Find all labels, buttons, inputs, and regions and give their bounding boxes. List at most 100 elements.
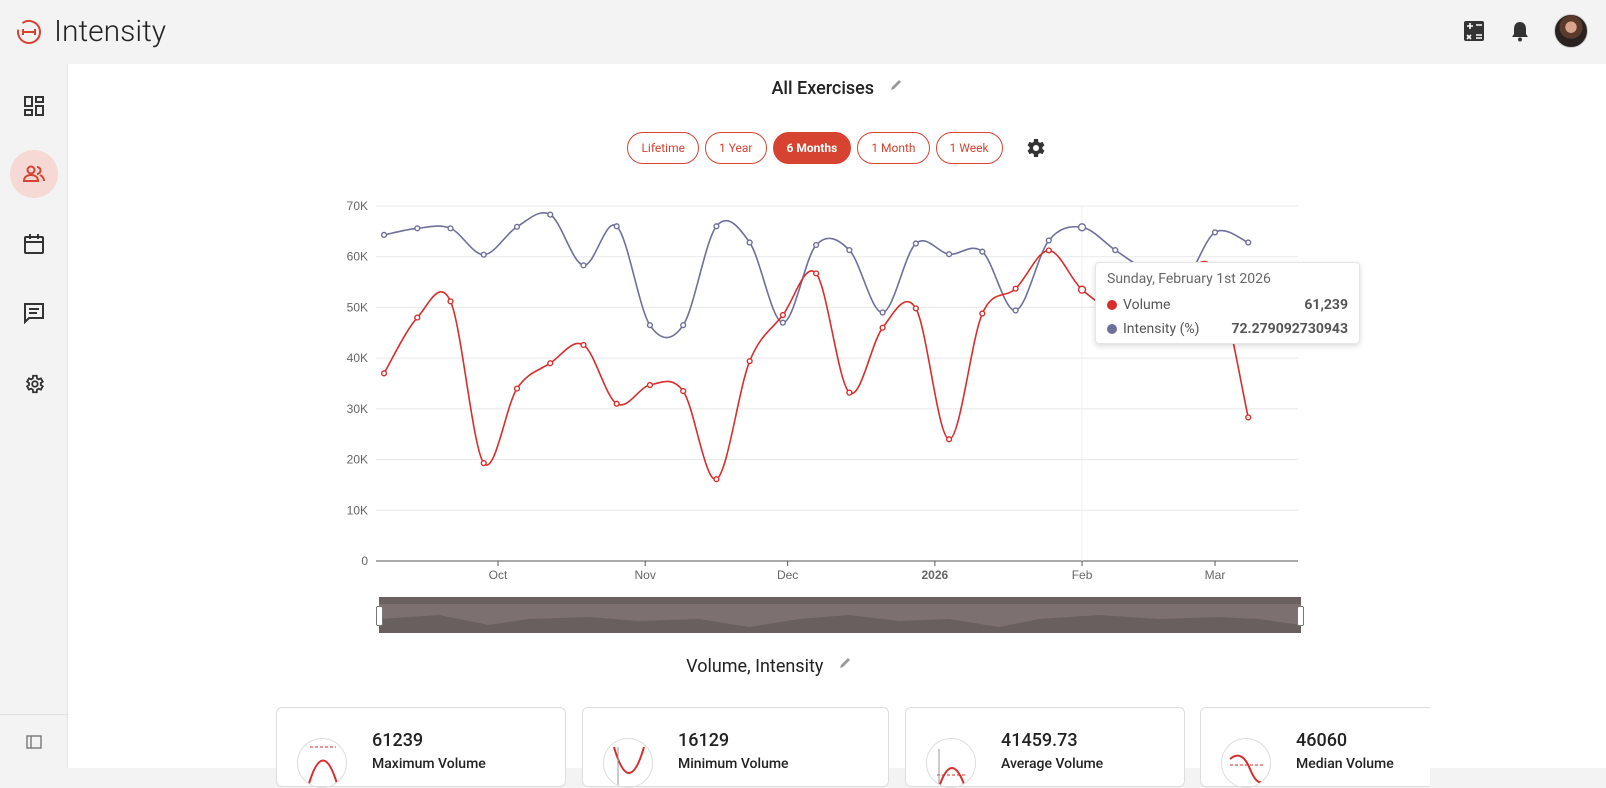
volume-point [414,314,421,321]
sidebar [0,64,68,768]
stat-card-avg-volume[interactable]: 41459.73 Average Volume [905,707,1185,788]
edit-series-icon[interactable] [838,656,852,670]
volume-point [1012,285,1019,292]
y-tick-label: 70K [347,199,368,213]
range-lifetime-button[interactable]: Lifetime [627,132,699,164]
intensity-point [513,223,521,230]
volume-point [380,370,388,377]
range-selector: Lifetime 1 Year 6 Months 1 Month 1 Week [68,132,1606,164]
x-tick-label: Feb [1072,568,1093,582]
dashboard-icon[interactable] [10,82,58,130]
stat-value: 46060 [1296,730,1348,751]
tooltip-series-name: Intensity (%) [1123,321,1200,337]
min-curve-icon [603,738,653,788]
intensity-point [580,262,587,269]
range-6-months-button[interactable]: 6 Months [772,132,852,164]
series-title: Volume, Intensity [686,656,824,677]
volume-point [480,460,487,467]
tooltip-series-value: 72.279092730943 [1231,321,1348,337]
intensity-point [979,248,986,255]
tooltip-series-value: 61,239 [1304,297,1348,313]
intensity-point [912,240,919,247]
collapse-sidebar-button[interactable] [0,714,68,768]
stat-card-median-volume[interactable]: 46060 Median Volume [1200,707,1430,788]
volume-point [879,324,886,331]
volume-point [1045,247,1052,254]
navigator-right-handle[interactable] [1297,606,1304,626]
max-curve-icon [297,738,347,788]
stat-label: Maximum Volume [372,756,486,772]
intensity-point [1245,239,1252,246]
intensity-point [713,223,720,230]
y-tick-label: 60K [347,250,368,264]
edit-title-icon[interactable] [889,78,903,92]
stat-card-min-volume[interactable]: 16129 Minimum Volume [582,707,889,788]
stat-value: 41459.73 [1001,730,1078,751]
y-tick-label: 40K [347,351,368,365]
y-tick-label: 10K [347,503,368,517]
top-bar: Intensity [0,0,1606,64]
bell-icon[interactable] [1508,19,1532,43]
volume-point [813,270,820,277]
y-tick-label: 0 [361,554,368,568]
intensity-point [646,322,654,329]
volume-point [846,389,853,396]
chart-settings-icon[interactable] [1023,136,1047,160]
intensity-point [414,225,421,232]
median-curve-icon [1221,738,1271,788]
messages-icon[interactable] [10,289,58,337]
stat-value: 16129 [678,730,730,751]
volume-legend-dot [1107,300,1117,310]
stat-card-max-volume[interactable]: 61239 Maximum Volume [276,707,566,788]
range-1-week-button[interactable]: 1 Week [935,132,1003,164]
calendar-icon[interactable] [10,220,58,268]
intensity-point [380,231,388,239]
intensity-point [547,211,554,218]
volume-point [1245,414,1252,421]
tooltip-date: Sunday, February 1st 2026 [1107,271,1271,287]
y-tick-label: 30K [347,402,368,416]
tooltip-row-intensity: Intensity (%) 72.279092730943 [1107,317,1348,341]
intensity-point [1045,237,1052,244]
volume-point [979,310,986,317]
intensity-legend-dot [1107,324,1117,334]
calculator-icon[interactable] [1462,19,1486,43]
intensity-point [779,319,787,326]
range-1-month-button[interactable]: 1 Month [857,132,930,164]
stat-label: Median Volume [1296,756,1394,772]
intensity-point [846,247,853,254]
x-tick-label: Oct [489,568,508,582]
chart-title-row: All Exercises [68,78,1606,99]
volume-point [646,381,654,389]
volume-intensity-chart[interactable]: 0 10K 20K 30K 40K 50K 60K 70K Oct Nov Dec 2026 Feb Ma… [0,0,1606,768]
users-icon[interactable] [10,150,58,198]
tooltip-series-name: Volume [1123,297,1171,313]
intensity-point [613,223,620,230]
range-navigator[interactable] [376,597,1304,633]
volume-point [447,298,454,305]
intensity-point [1112,247,1119,254]
intensity-point [480,251,487,258]
volume-point [613,400,620,407]
chart-tooltip: Sunday, February 1st 2026 Volume 61,239 … [1095,262,1360,344]
intensity-point [746,239,753,246]
settings-icon[interactable] [10,360,58,408]
logo-icon [17,19,41,44]
intensity-line [383,212,1249,339]
intensity-point [447,225,454,232]
x-tick-label: 2026 [921,568,948,582]
stat-label: Minimum Volume [678,756,789,772]
volume-point [580,341,587,349]
volume-point [746,358,753,365]
navigator-left-handle[interactable] [376,606,383,626]
navigator-scrollbar[interactable] [379,597,1301,604]
intensity-point [945,251,953,258]
avatar[interactable] [1554,14,1588,48]
range-1-year-button[interactable]: 1 Year [704,132,767,164]
volume-point [713,476,720,483]
x-tick-label: Dec [777,568,798,582]
intensity-point [879,309,886,316]
stat-label: Average Volume [1001,756,1104,772]
series-title-row: Volume, Intensity [0,656,1538,677]
app-logo[interactable]: Intensity [16,14,166,49]
